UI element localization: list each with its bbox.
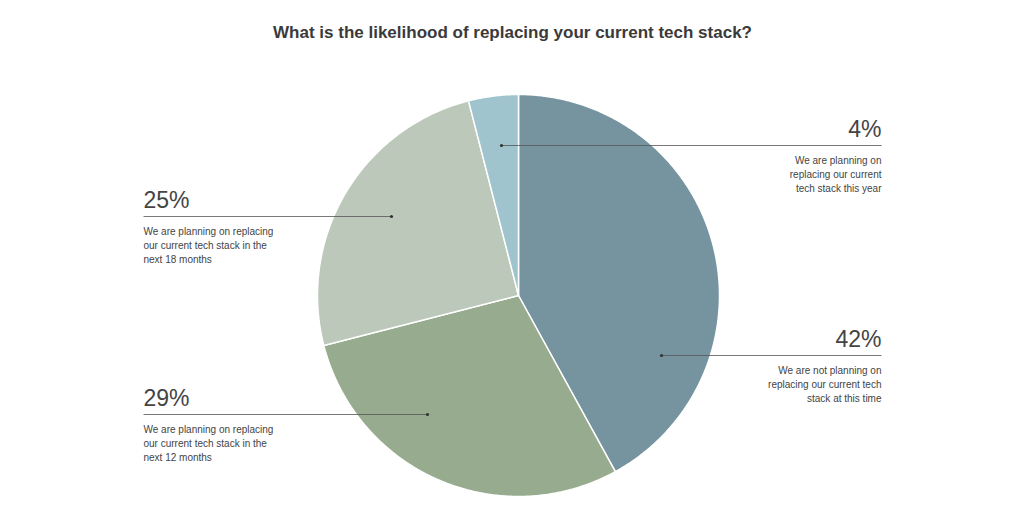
svg-text:42%: 42%: [835, 326, 881, 352]
svg-text:4%: 4%: [848, 116, 881, 142]
svg-text:We are not planning onreplacin: We are not planning onreplacing our curr…: [768, 365, 882, 404]
svg-text:We are planning on replacingou: We are planning on replacingour current …: [144, 226, 274, 265]
svg-text:We are planning on replacingou: We are planning on replacingour current …: [144, 424, 274, 463]
svg-text:What is the likelihood of repl: What is the likelihood of replacing your…: [273, 23, 752, 42]
svg-text:29%: 29%: [144, 385, 190, 411]
svg-text:We are planning onreplacing ou: We are planning onreplacing our currentt…: [790, 155, 882, 194]
svg-text:25%: 25%: [144, 187, 190, 213]
